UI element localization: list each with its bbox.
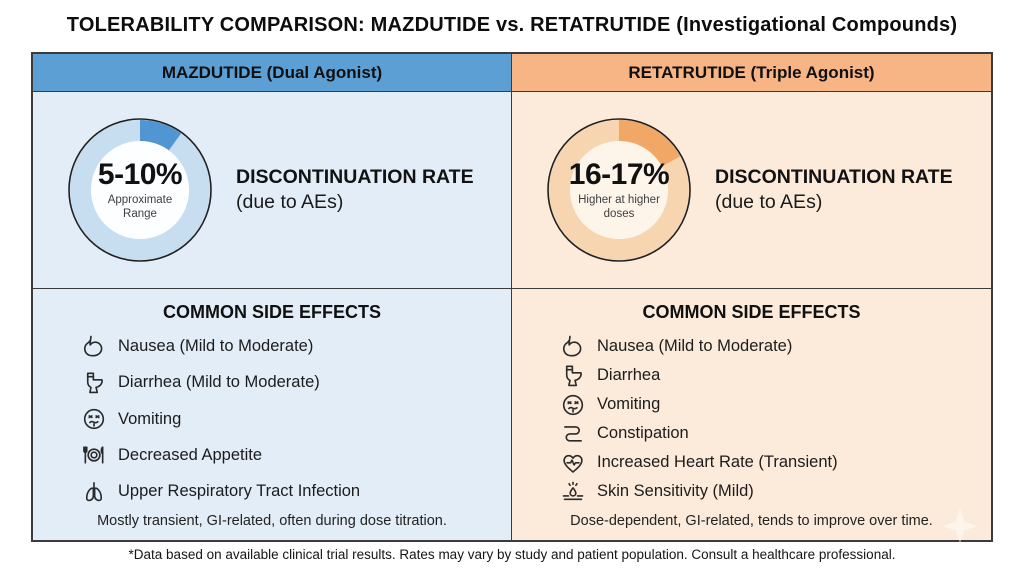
side-effect-label: Vomiting — [118, 409, 182, 428]
side-effect-label: Diarrhea — [597, 366, 661, 384]
side-effects-panel-mazdutide: COMMON SIDE EFFECTS Nausea (Mild to Mode… — [33, 289, 512, 540]
lungs-icon — [80, 478, 107, 505]
side-effect-label: Constipation — [597, 424, 689, 442]
toilet-icon — [80, 369, 107, 396]
discontinuation-rate-value: 5-10% — [97, 158, 183, 192]
column-header-label: RETATRUTIDE (Triple Agonist) — [628, 62, 875, 82]
side-effect-item: Vomiting — [559, 391, 971, 418]
discontinuation-donut-chart: 5-10% Approximate Range — [66, 116, 214, 264]
discontinuation-donut-chart: 16-17% Higher at higher doses — [545, 116, 693, 264]
side-effect-item: Diarrhea (Mild to Moderate) — [80, 369, 491, 396]
side-effect-item: Upper Respiratory Tract Infection — [80, 478, 491, 505]
discontinuation-rate-value: 16-17% — [568, 158, 670, 192]
rate-subtitle: (due to AEs) — [715, 191, 823, 213]
side-effect-label: Vomiting — [597, 395, 661, 413]
side-effect-item: Vomiting — [80, 406, 491, 433]
side-effect-item: Skin Sensitivity (Mild) — [559, 478, 971, 505]
side-effect-label: Decreased Appetite — [118, 445, 263, 464]
discontinuation-panel-mazdutide: 5-10% Approximate Range DISCONTINUATION … — [33, 92, 512, 289]
side-effect-item: Nausea (Mild to Moderate) — [80, 333, 491, 360]
side-effects-heading: COMMON SIDE EFFECTS — [162, 302, 381, 322]
side-effects-heading: COMMON SIDE EFFECTS — [642, 302, 861, 322]
side-effect-label: Diarrhea (Mild to Moderate) — [118, 373, 320, 392]
stomach-icon — [80, 333, 107, 360]
comparison-table: MAZDUTIDE (Dual Agonist) RETATRUTIDE (Tr… — [31, 52, 993, 542]
rate-title: DISCONTINUATION RATE — [715, 166, 953, 188]
side-effect-label: Skin Sensitivity (Mild) — [597, 482, 754, 500]
column-header-mazdutide: MAZDUTIDE (Dual Agonist) — [33, 54, 512, 92]
side-effect-label: Upper Respiratory Tract Infection — [118, 482, 361, 500]
side-effect-item: Increased Heart Rate (Transient) — [559, 449, 971, 476]
column-header-retatrutide: RETATRUTIDE (Triple Agonist) — [512, 54, 991, 92]
side-effect-item: Diarrhea — [559, 362, 971, 389]
rate-label-block: DISCONTINUATION RATE (due to AEs) — [715, 166, 953, 214]
column-header-label: MAZDUTIDE (Dual Agonist) — [161, 62, 383, 82]
nauseated-face-icon — [80, 406, 107, 433]
discontinuation-panel-retatrutide: 16-17% Higher at higher doses DISCONTINU… — [512, 92, 991, 289]
rate-label-block: DISCONTINUATION RATE (due to AEs) — [236, 166, 474, 214]
side-effect-label: Nausea (Mild to Moderate) — [597, 337, 793, 355]
footnote: *Data based on available clinical trial … — [128, 547, 896, 562]
side-effects-note: Mostly transient, GI-related, often duri… — [97, 513, 447, 529]
side-effect-item: Constipation — [559, 420, 971, 447]
plate-cutlery-icon — [80, 442, 107, 469]
toilet-icon — [559, 362, 586, 389]
skin-sensitivity-icon — [559, 478, 586, 505]
heart-pulse-icon — [559, 449, 586, 476]
side-effects-list: Nausea (Mild to Moderate) Diarrhea (Mild … — [80, 333, 491, 505]
side-effect-label: Nausea (Mild to Moderate) — [118, 337, 314, 355]
discontinuation-rate-sublabel: Approximate Range — [107, 194, 173, 220]
stomach-icon — [559, 333, 586, 360]
discontinuation-rate-sublabel: Higher at higher doses — [578, 194, 660, 220]
rate-title: DISCONTINUATION RATE — [236, 166, 474, 188]
side-effects-list: Nausea (Mild to Moderate) Diarrhea Vomitin… — [559, 333, 971, 505]
donut-ring — [68, 118, 212, 262]
donut-center-text: 16-17% Higher at higher doses — [545, 116, 693, 264]
donut-ring — [547, 118, 691, 262]
side-effect-label: Increased Heart Rate (Transient) — [597, 453, 838, 471]
page-title: TOLERABILITY COMPARISON: MAZDUTIDE vs. R… — [66, 14, 958, 36]
side-effects-note: Dose-dependent, GI-related, tends to imp… — [570, 513, 933, 529]
nauseated-face-icon — [559, 391, 586, 418]
intestine-icon — [559, 420, 586, 447]
rate-subtitle: (due to AEs) — [236, 191, 344, 213]
side-effects-panel-retatrutide: COMMON SIDE EFFECTS Nausea (Mild to Mode… — [512, 289, 991, 540]
donut-center-text: 5-10% Approximate Range — [66, 116, 214, 264]
side-effect-item: Nausea (Mild to Moderate) — [559, 333, 971, 360]
side-effect-item: Decreased Appetite — [80, 442, 491, 469]
